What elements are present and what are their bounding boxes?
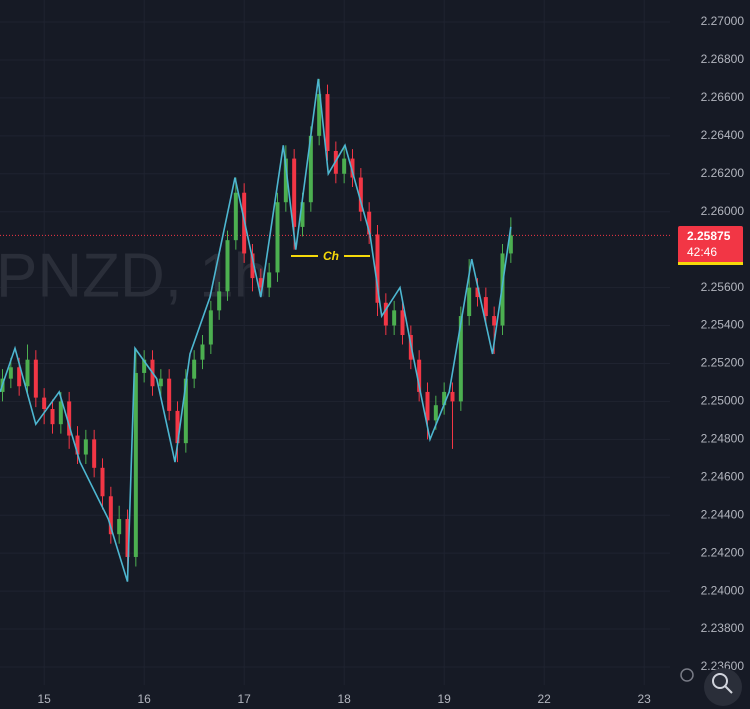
x-tick-label: 22 bbox=[537, 692, 551, 706]
candle-body bbox=[258, 278, 263, 288]
candle-body bbox=[58, 401, 63, 425]
candle-body bbox=[508, 235, 513, 254]
candle-body bbox=[308, 135, 313, 203]
candle-body bbox=[375, 234, 380, 303]
candle-body bbox=[67, 401, 72, 436]
annotation-label: Ch bbox=[323, 249, 339, 263]
candle-body bbox=[183, 378, 188, 444]
candle-body bbox=[475, 287, 480, 298]
candle-body bbox=[92, 439, 97, 468]
y-tick-label: 2.25400 bbox=[701, 318, 745, 332]
candle-body bbox=[342, 158, 347, 174]
candle-body bbox=[442, 391, 447, 406]
candle-body bbox=[367, 211, 372, 235]
candle-body bbox=[142, 359, 147, 373]
x-tick-label: 18 bbox=[337, 692, 351, 706]
candle-body bbox=[233, 192, 238, 241]
zigzag-line bbox=[0, 78, 512, 582]
candle-body bbox=[42, 397, 47, 409]
y-tick-label: 2.24200 bbox=[701, 545, 745, 559]
y-tick-label: 2.26600 bbox=[701, 90, 745, 104]
candle-body bbox=[467, 287, 472, 317]
settings-icon[interactable] bbox=[680, 668, 694, 682]
candle-body bbox=[325, 94, 330, 151]
candle-body bbox=[133, 372, 138, 557]
candle-body bbox=[175, 410, 180, 444]
candle-body bbox=[8, 367, 13, 379]
candle-body bbox=[208, 310, 213, 345]
candle-body bbox=[392, 310, 397, 326]
y-tick-label: 2.24400 bbox=[701, 507, 745, 521]
zoom-glass bbox=[712, 673, 728, 689]
candle-body bbox=[275, 202, 280, 273]
zoom-icon[interactable] bbox=[680, 668, 742, 706]
candle-body bbox=[33, 359, 38, 398]
candle-body bbox=[125, 519, 130, 557]
y-tick-label: 2.25000 bbox=[701, 394, 745, 408]
y-tick-label: 2.23600 bbox=[701, 659, 745, 673]
y-tick-label: 2.26200 bbox=[701, 166, 745, 180]
x-tick-label: 23 bbox=[637, 692, 651, 706]
y-tick-label: 2.23800 bbox=[701, 621, 745, 635]
candle-body bbox=[433, 405, 438, 421]
candle-body bbox=[192, 359, 197, 379]
candle-body bbox=[400, 310, 405, 336]
y-tick-label: 2.25200 bbox=[701, 356, 745, 370]
candle-body bbox=[100, 467, 105, 497]
candle-body bbox=[108, 496, 113, 535]
candle-body bbox=[167, 378, 172, 411]
candle-body bbox=[217, 291, 222, 311]
candle-body bbox=[425, 391, 430, 421]
candle-body bbox=[317, 94, 322, 136]
candle-body bbox=[50, 409, 55, 425]
candle-body bbox=[383, 302, 388, 326]
y-tick-label: 2.26400 bbox=[701, 128, 745, 142]
y-tick-label: 2.26000 bbox=[701, 204, 745, 218]
candle-body bbox=[83, 439, 88, 455]
candle-body bbox=[292, 158, 297, 227]
y-tick-label: 2.24000 bbox=[701, 583, 745, 597]
x-tick-label: 19 bbox=[437, 692, 451, 706]
candle-body bbox=[17, 367, 22, 387]
candle-body bbox=[25, 359, 30, 387]
candle-body bbox=[267, 272, 272, 288]
y-tick-label: 2.26800 bbox=[701, 52, 745, 66]
price-tag bbox=[678, 226, 743, 264]
x-tick-label: 15 bbox=[37, 692, 51, 706]
candle-body bbox=[75, 435, 80, 455]
y-tick-label: 2.24800 bbox=[701, 432, 745, 446]
candle-body bbox=[458, 316, 463, 402]
last-price-label: 2.25875 bbox=[687, 229, 731, 243]
candle-body bbox=[300, 202, 305, 227]
y-tick-label: 2.27000 bbox=[701, 14, 745, 28]
zoom-handle bbox=[724, 685, 733, 694]
candle-body bbox=[350, 158, 355, 178]
candle-body bbox=[250, 253, 255, 279]
candle-body bbox=[417, 359, 422, 392]
countdown: 42:46 bbox=[687, 245, 717, 259]
watermark: PNZD, 1h bbox=[0, 241, 268, 310]
candle-body bbox=[158, 378, 163, 387]
price-tag-underline bbox=[678, 262, 743, 265]
candle-body bbox=[358, 177, 363, 212]
candle-body bbox=[200, 344, 205, 360]
candle-body bbox=[225, 240, 230, 292]
y-tick-label: 2.24600 bbox=[701, 469, 745, 483]
y-tick-label: 2.25600 bbox=[701, 280, 745, 294]
candle-body bbox=[117, 519, 122, 535]
x-tick-label: 17 bbox=[237, 692, 251, 706]
candle-body bbox=[450, 391, 455, 402]
candle-body bbox=[483, 297, 488, 317]
candle-body bbox=[492, 316, 497, 326]
candle-body bbox=[283, 158, 288, 203]
x-tick-label: 16 bbox=[137, 692, 151, 706]
